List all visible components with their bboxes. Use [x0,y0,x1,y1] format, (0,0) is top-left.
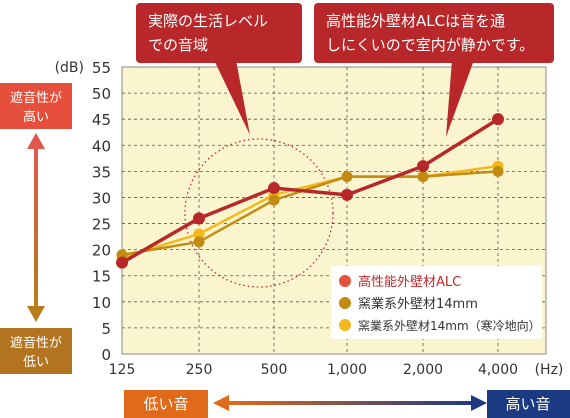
series-0-point-0 [116,256,128,269]
x-tick-label-0: 125 [109,362,136,378]
series-1-point-5 [492,165,504,177]
series-0 [116,113,504,269]
x-unit: (Hz) [535,362,564,378]
series-1-point-4 [417,171,429,183]
callout-alc-box [314,3,554,63]
series-0-point-2 [268,182,280,195]
series-1-point-3 [341,171,353,183]
callout-alc-pointer [446,60,474,137]
high-insulation-line2: 高い [23,109,49,125]
callout-real-life: 実際の生活レベル での音域 [136,3,302,135]
legend-label-alc: 高性能外壁材ALC [358,274,461,290]
x-ticks: 125 250 500 1,000 2,000 4,000 [109,362,518,378]
legend-label-ceramic: 窯業系外壁材14mm [358,296,478,312]
legend-box [331,266,542,339]
legend-label-ceramic-cold: 窯業系外壁材14mm（寒冷地向） [358,318,541,333]
y-tick-label-20: 20 [92,242,111,260]
low-insulation-box [0,328,72,374]
series-0-point-3 [341,188,353,201]
high-insulation-line1: 遮音性が [10,90,62,106]
vertical-arrow-up [27,133,45,149]
callout-real-life-box [136,3,302,63]
series-1-point-1 [193,236,205,248]
callout-real-life-line2: での音域 [148,36,208,54]
callout-real-life-line1: 実際の生活レベル [148,12,268,30]
series-1-point-2 [268,194,280,206]
series-0-point-5 [492,113,504,126]
y-tick-label-35: 35 [92,163,111,181]
y-ticks: 0 5 10 15 20 25 30 35 40 45 50 55 [92,59,111,364]
series-line-1 [121,170,499,257]
y-tick-label-50: 50 [92,85,111,103]
low-insulation-line1: 遮音性が [10,335,62,351]
y-tick-label-15: 15 [92,268,111,286]
x-tick-label-4: 2,000 [403,362,443,378]
x-tick-label-5: 4,000 [478,362,518,378]
low-insulation-line2: 低い [23,355,49,370]
callout-alc-line2: しにくいので室内が静かです。 [326,36,534,54]
y-tick-label-10: 10 [92,294,111,312]
y-tick-label-45: 45 [92,111,111,129]
callout-alc: 高性能外壁材ALCは音を通 しにくいので室内が静かです。 [314,3,554,137]
bottom-axis-indicator: 低い音 高い音 [124,390,570,418]
horizontal-arrow-right [471,395,487,411]
legend-marker-ceramic-cold [339,319,351,331]
left-axis-indicator: 遮音性が 高い 遮音性が 低い [0,83,72,374]
x-tick-label-3: 1,000 [327,362,367,378]
y-tick-label-40: 40 [92,137,111,155]
series-line-0 [121,117,499,265]
low-sound-label: 低い音 [143,395,188,413]
legend: 高性能外壁材ALC 窯業系外壁材14mm 窯業系外壁材14mm（寒冷地向） [331,266,542,339]
series-0-point-4 [417,160,429,173]
x-tick-label-1: 250 [186,362,213,378]
y-tick-label-25: 25 [92,216,111,234]
vertical-arrow-shaft [34,146,38,308]
horizontal-arrow-left [213,395,229,411]
x-tick-label-2: 500 [261,362,288,378]
horizontal-arrow-shaft [226,401,474,405]
series-0-point-1 [193,212,205,225]
y-tick-label-30: 30 [92,189,111,207]
frequency-range-circle [184,138,334,288]
low-sound-box [124,390,208,418]
y-unit: (dB) [55,60,84,76]
legend-marker-alc [339,275,351,287]
high-sound-box [487,390,570,418]
y-tick-label-0: 0 [101,346,111,364]
series-group [116,113,504,269]
vertical-arrow-down [27,306,45,322]
callout-alc-line1: 高性能外壁材ALCは音を通 [326,12,505,30]
series-2-point-1 [193,228,205,240]
high-sound-label: 高い音 [505,395,550,413]
y-tick-label-55: 55 [92,59,111,77]
callout-real-life-pointer [214,60,250,135]
legend-marker-ceramic [339,297,351,309]
y-tick-label-5: 5 [101,320,111,338]
high-insulation-box [0,83,72,129]
